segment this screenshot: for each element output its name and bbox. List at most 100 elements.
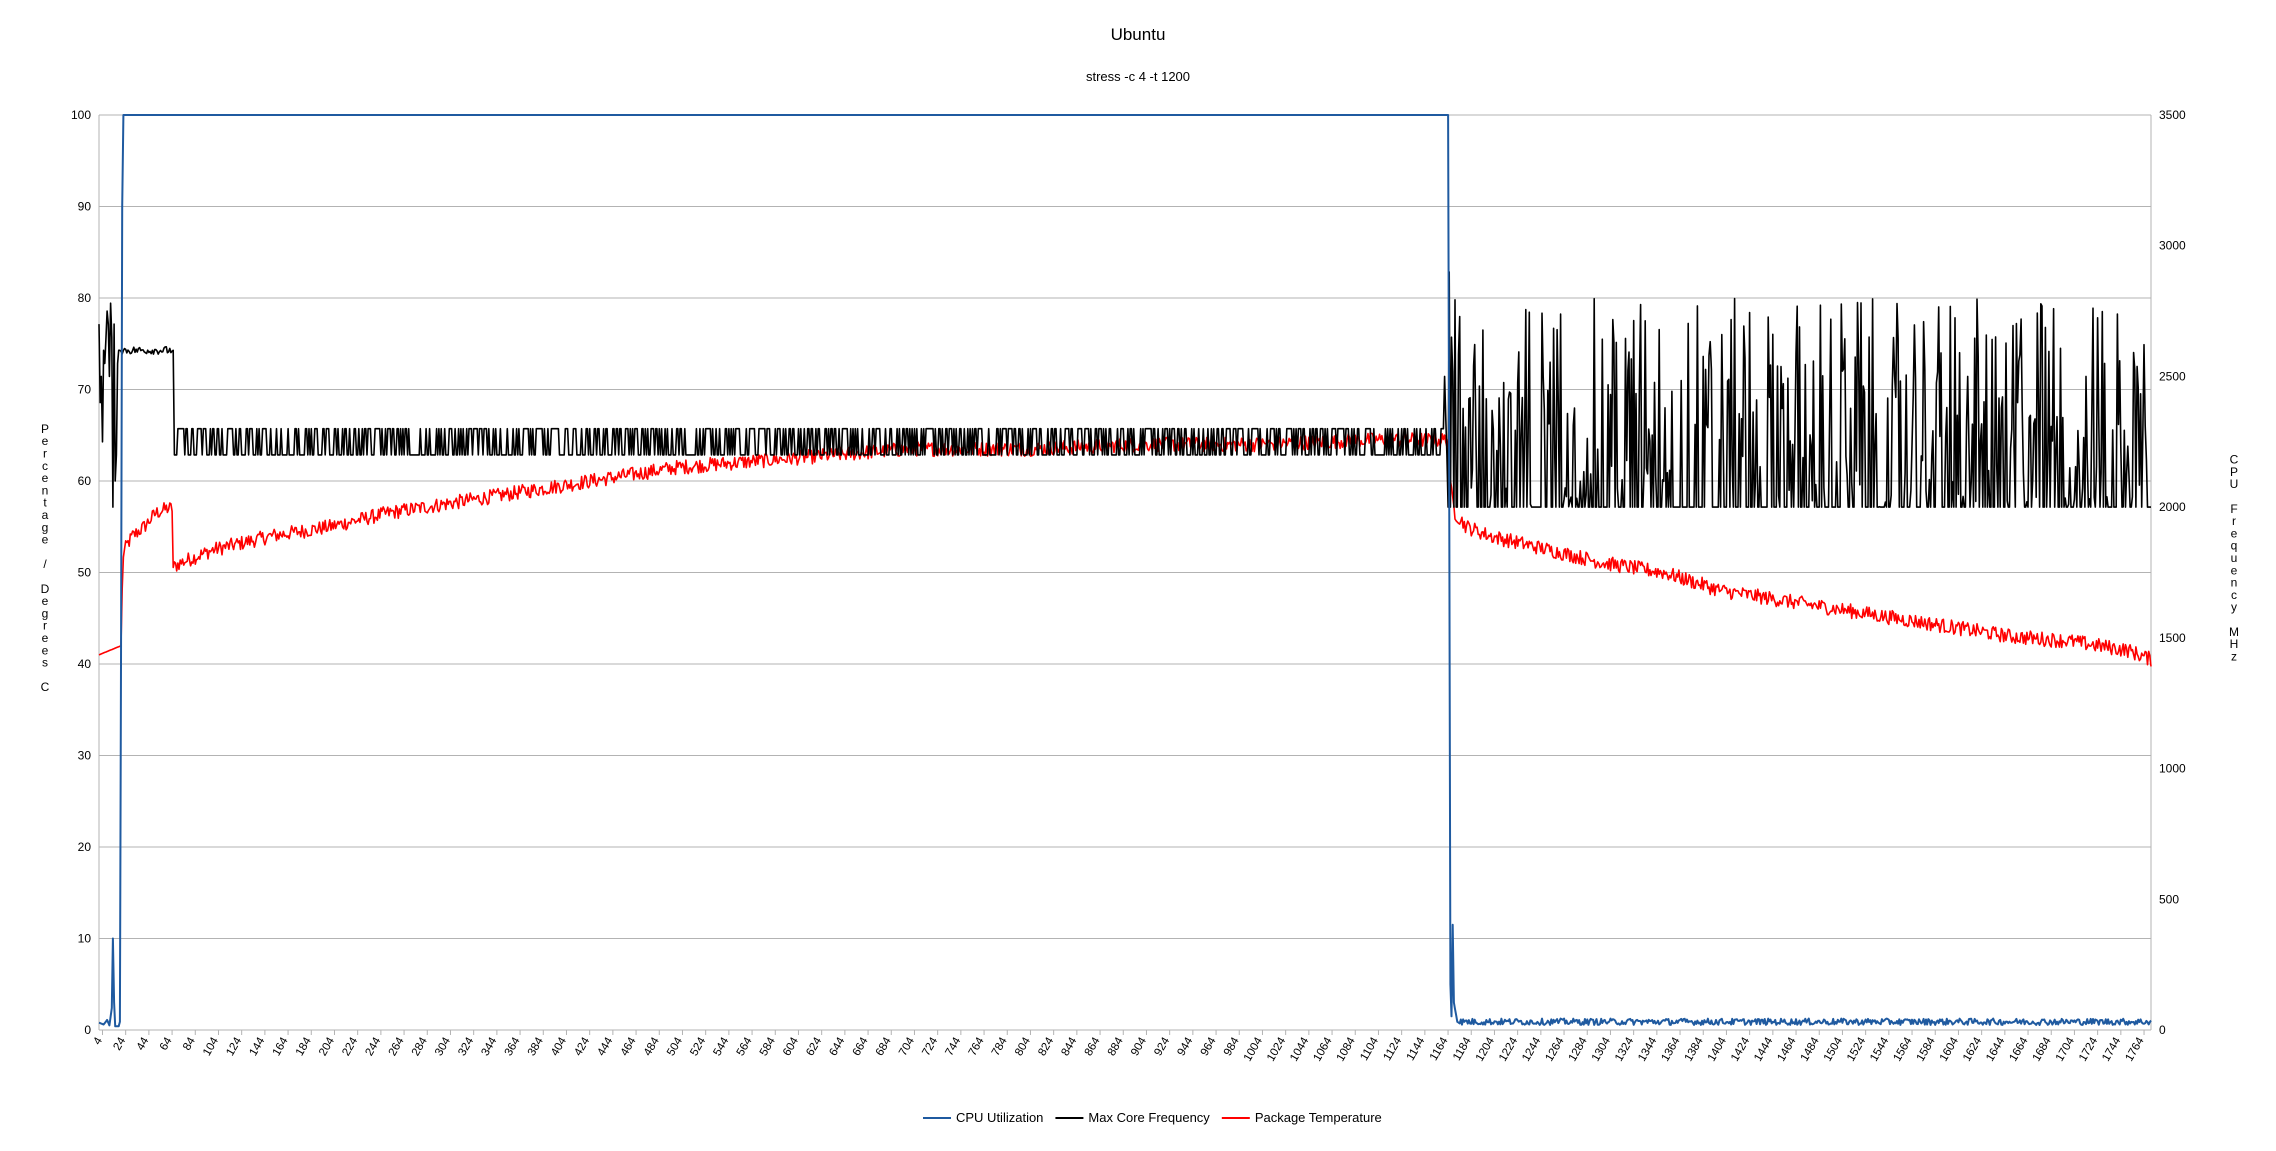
x-tick-label: 224 <box>340 1035 360 1058</box>
x-tick-label: 784 <box>990 1035 1010 1058</box>
x-tick-label: 1644 <box>1984 1035 2007 1064</box>
right-tick-label: 1500 <box>2159 631 2186 645</box>
x-tick-label: 1324 <box>1613 1035 1636 1064</box>
x-tick-label: 824 <box>1036 1035 1056 1058</box>
legend-label: Max Core Frequency <box>1088 1110 1210 1125</box>
x-tick-label: 984 <box>1222 1035 1242 1058</box>
left-axis-title-char: a <box>42 508 49 522</box>
x-tick-label: 1204 <box>1474 1035 1497 1064</box>
x-tick-label: 1404 <box>1706 1035 1729 1064</box>
left-axis-ticks: 0 10 20 30 40 50 60 70 80 90 100 <box>71 108 91 1037</box>
chart-title: Ubuntu <box>1111 25 1166 44</box>
x-tick-label: 284 <box>410 1035 430 1058</box>
right-axis-ticks: 0 500 1000 1500 2000 2500 3000 3500 <box>2159 108 2186 1037</box>
x-tick-label: 604 <box>781 1035 801 1058</box>
left-axis-title-char: D <box>41 582 50 596</box>
right-axis-title: CPU Frequency MHz <box>2229 453 2239 664</box>
left-axis-title-char: e <box>42 471 49 485</box>
x-tick-label: 24 <box>111 1035 128 1053</box>
x-tick-label: 1064 <box>1311 1035 1334 1064</box>
left-axis-title-char: C <box>41 680 50 694</box>
x-tick-label: 244 <box>363 1035 383 1058</box>
right-tick-label: 500 <box>2159 892 2179 906</box>
x-tick-label: 1084 <box>1335 1035 1358 1064</box>
left-axis-title-char: e <box>42 533 49 547</box>
right-axis-title-char: C <box>2230 453 2239 467</box>
right-tick-label: 1000 <box>2159 762 2186 776</box>
legend-label: Package Temperature <box>1255 1110 1382 1125</box>
right-tick-label: 3000 <box>2159 239 2186 253</box>
x-tick-label: 424 <box>572 1035 592 1058</box>
right-axis-title-char: e <box>2231 526 2238 540</box>
x-tick-label: 1744 <box>2100 1035 2123 1064</box>
chart-subtitle: stress -c 4 -t 1200 <box>1086 69 1190 84</box>
right-tick-label: 3500 <box>2159 108 2186 122</box>
right-axis-title-char: z <box>2231 649 2237 663</box>
right-axis-title-char: F <box>2230 502 2237 516</box>
x-tick-label: 184 <box>294 1035 314 1058</box>
x-tick-label: 364 <box>503 1035 523 1058</box>
left-tick-label: 40 <box>78 657 92 671</box>
x-tick-label: 704 <box>897 1035 917 1058</box>
x-tick-label: 144 <box>247 1035 267 1058</box>
x-tick-label: 1604 <box>1938 1035 1961 1064</box>
left-axis-title-char: s <box>42 656 48 670</box>
left-tick-label: 20 <box>78 840 92 854</box>
left-tick-label: 10 <box>78 932 92 946</box>
x-tick-label: 1704 <box>2054 1035 2077 1064</box>
series-line-package-temperature <box>98 432 2152 667</box>
x-axis-ticks: 4 24 44 64 84 104 124 144 164 184 204 224 244 264 284 3… <box>91 1030 2147 1064</box>
x-tick-label: 1564 <box>1891 1035 1914 1064</box>
x-tick-label: 464 <box>619 1035 639 1058</box>
x-tick-label: 964 <box>1199 1035 1219 1058</box>
x-tick-label: 1284 <box>1567 1035 1590 1064</box>
left-tick-label: 50 <box>78 566 92 580</box>
right-axis-title-char: P <box>2230 465 2238 479</box>
x-tick-label: 104 <box>201 1035 221 1058</box>
x-tick-label: 384 <box>526 1035 546 1058</box>
x-tick-label: 664 <box>851 1035 871 1058</box>
right-axis-title-char: y <box>2231 600 2237 614</box>
x-tick-label: 864 <box>1083 1035 1103 1058</box>
left-axis-title-char: r <box>43 446 47 460</box>
x-tick-label: 1124 <box>1381 1035 1404 1063</box>
left-axis-title-char: c <box>42 459 48 473</box>
x-tick-label: 1264 <box>1543 1035 1566 1064</box>
legend-label: CPU Utilization <box>956 1110 1043 1125</box>
x-tick-label: 904 <box>1129 1035 1149 1058</box>
x-tick-label: 1684 <box>2031 1035 2054 1064</box>
x-tick-label: 304 <box>433 1035 453 1058</box>
x-tick-label: 1524 <box>1845 1035 1868 1064</box>
x-tick-label: 404 <box>549 1035 569 1058</box>
x-tick-label: 804 <box>1013 1035 1033 1058</box>
x-tick-label: 1164 <box>1428 1035 1451 1063</box>
x-tick-label: 1584 <box>1915 1035 1938 1064</box>
left-axis-title-char: g <box>42 520 49 534</box>
x-tick-label: 1024 <box>1265 1035 1288 1064</box>
left-axis-title-char: e <box>42 434 49 448</box>
x-tick-label: 1464 <box>1775 1035 1798 1064</box>
series-layer <box>98 114 2152 1028</box>
series-line-max-core-frequency <box>98 271 2151 508</box>
right-tick-label: 0 <box>2159 1023 2166 1037</box>
left-axis-title-char: P <box>41 422 49 436</box>
left-axis-title-char: / <box>43 557 47 571</box>
right-axis-title-char: e <box>2231 563 2238 577</box>
x-tick-label: 1544 <box>1868 1035 1891 1064</box>
right-axis-title-char: c <box>2231 588 2237 602</box>
left-tick-label: 30 <box>78 749 92 763</box>
x-tick-label: 1144 <box>1405 1035 1428 1063</box>
right-axis-title-char: U <box>2230 477 2239 491</box>
x-tick-label: 1484 <box>1799 1035 1822 1064</box>
x-tick-label: 1724 <box>2077 1035 2100 1064</box>
x-tick-label: 624 <box>804 1035 824 1058</box>
left-axis-title-char: e <box>42 594 49 608</box>
x-tick-label: 524 <box>688 1035 708 1058</box>
x-tick-label: 724 <box>920 1035 940 1058</box>
right-axis-title-char: r <box>2232 514 2236 528</box>
x-tick-label: 544 <box>711 1035 731 1058</box>
x-tick-label: 924 <box>1152 1035 1172 1058</box>
legend: CPU Utilization Max Core Frequency Package… <box>923 1110 1382 1125</box>
